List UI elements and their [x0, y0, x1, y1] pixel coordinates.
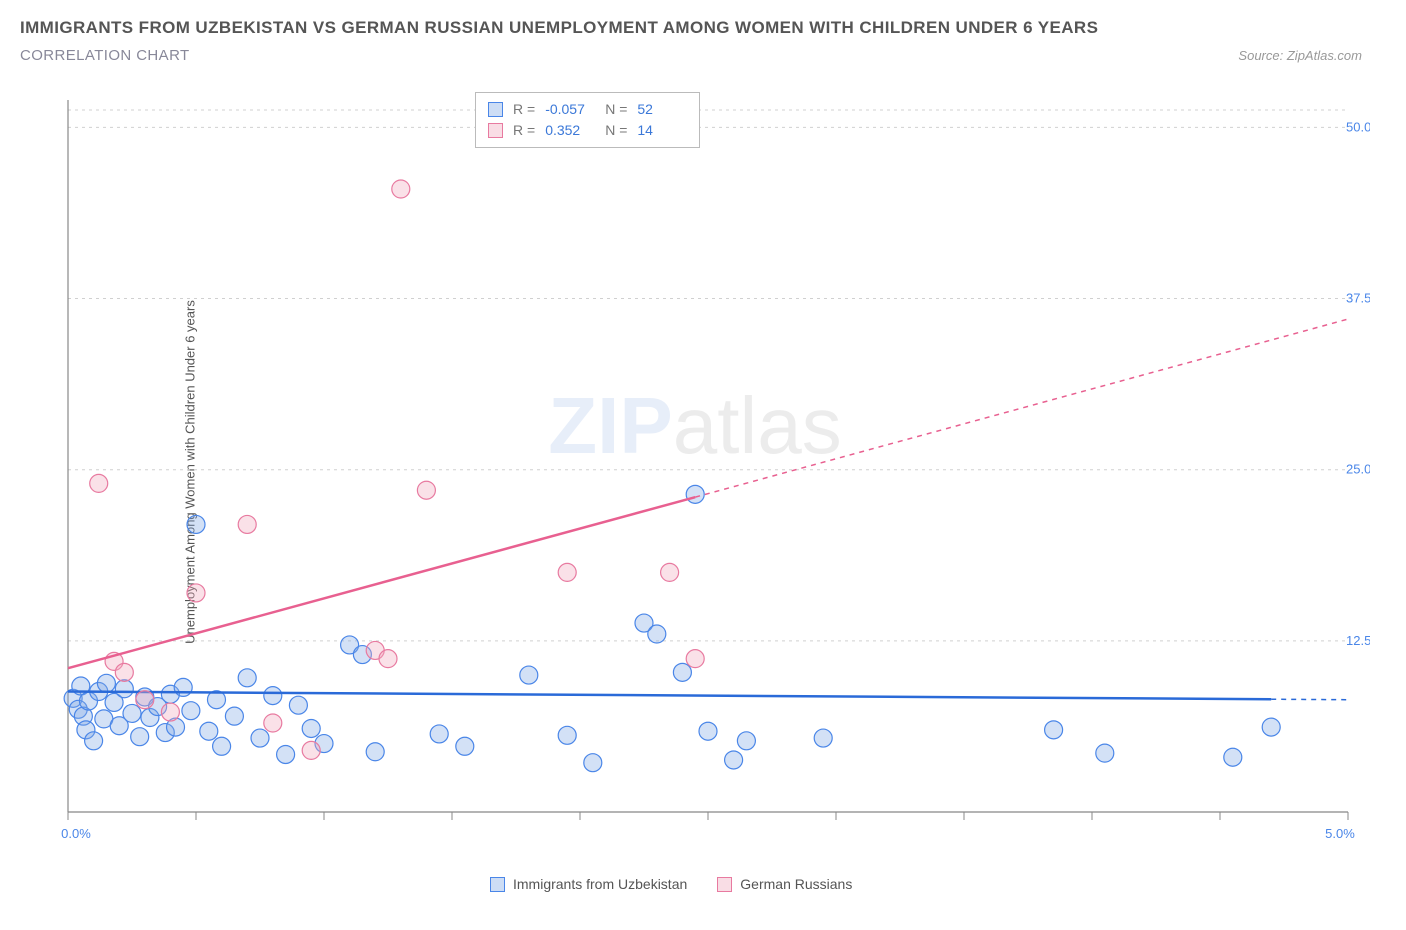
page-title: IMMIGRANTS FROM UZBEKISTAN VS GERMAN RUS… — [20, 14, 1386, 43]
stats-row: R = -0.057 N = 52 — [488, 99, 687, 120]
svg-text:12.5%: 12.5% — [1346, 633, 1370, 648]
swatch-icon — [488, 123, 503, 138]
scatter-plot-svg: 12.5% 25.0% 37.5% 50.0% 0.0% 5.0% — [58, 92, 1370, 852]
page-subtitle: CORRELATION CHART — [20, 47, 190, 64]
correlation-chart: Unemployment Among Women with Children U… — [20, 92, 1370, 852]
source-credit: Source: ZipAtlas.com — [1238, 48, 1362, 63]
legend-item: Immigrants from Uzbekistan — [490, 876, 687, 892]
svg-text:5.0%: 5.0% — [1325, 826, 1355, 841]
legend-item: German Russians — [717, 876, 852, 892]
swatch-icon — [488, 102, 503, 117]
svg-text:50.0%: 50.0% — [1346, 119, 1370, 134]
stats-panel: R = -0.057 N = 52 R = 0.352 N = 14 — [475, 92, 700, 148]
stats-row: R = 0.352 N = 14 — [488, 120, 687, 141]
svg-text:0.0%: 0.0% — [61, 826, 91, 841]
swatch-icon — [490, 877, 505, 892]
svg-text:25.0%: 25.0% — [1346, 462, 1370, 477]
swatch-icon — [717, 877, 732, 892]
header: IMMIGRANTS FROM UZBEKISTAN VS GERMAN RUS… — [0, 0, 1406, 64]
chart-legend: Immigrants from Uzbekistan German Russia… — [490, 876, 852, 892]
svg-text:37.5%: 37.5% — [1346, 291, 1370, 306]
